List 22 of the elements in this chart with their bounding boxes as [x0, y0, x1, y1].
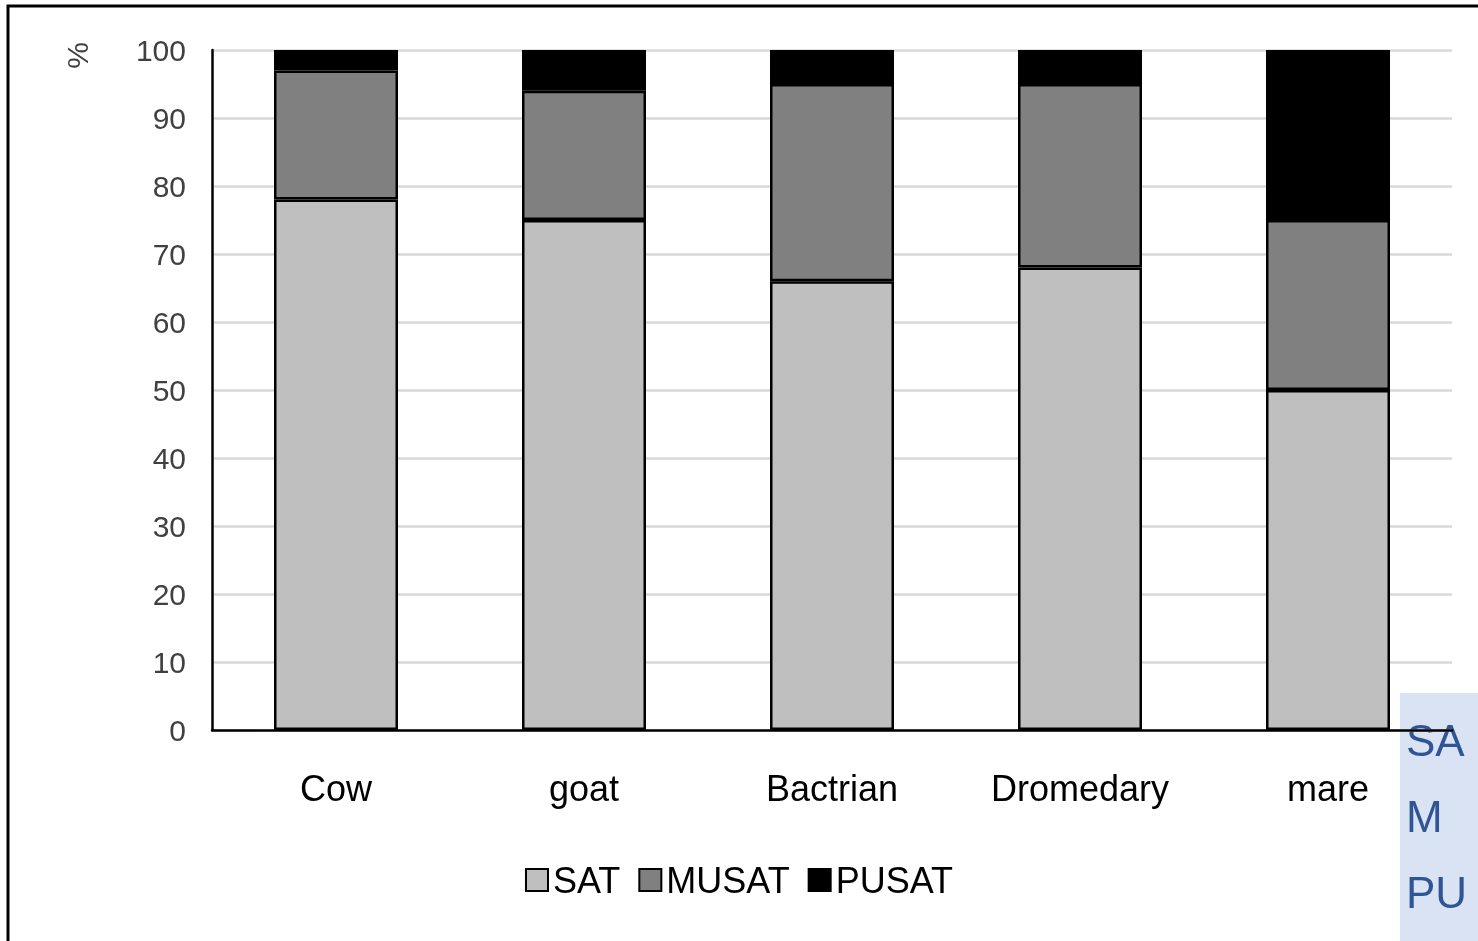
legend-label: MUSAT [666, 859, 790, 901]
y-tick-label: 60 [152, 305, 186, 339]
legend-label: PUSAT [835, 859, 954, 901]
y-tick-label: 40 [152, 441, 186, 475]
legend-label: SAT [552, 859, 621, 901]
y-tick-label: 30 [152, 509, 186, 543]
y-tick-label: 0 [169, 713, 186, 747]
y-tick-label: 20 [152, 577, 186, 611]
x-tick-label: Bactrian [765, 767, 899, 809]
y-tick-label: 10 [152, 645, 186, 679]
y-tick-label: 80 [152, 169, 186, 203]
x-tick-label: Cow [299, 767, 373, 809]
text: PU [1406, 867, 1468, 917]
y-tick-label: 70 [152, 237, 186, 271]
x-tick-label: Dromedary [990, 767, 1170, 809]
text: M [1406, 791, 1443, 841]
x-tick-label: mare [1286, 767, 1370, 809]
y-tick-label: 100 [135, 33, 186, 67]
x-tick-label: goat [548, 767, 620, 809]
y-axis-title: % [60, 41, 94, 69]
y-tick-label: 50 [152, 373, 186, 407]
y-tick-label: 90 [152, 101, 186, 135]
